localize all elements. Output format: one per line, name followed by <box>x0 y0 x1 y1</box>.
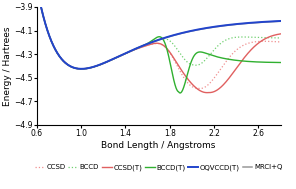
BCCD <box>69 66 73 68</box>
OQVCCD(T) <box>69 66 73 68</box>
MRCI+Q <box>281 20 285 22</box>
BCCD(T) <box>143 44 147 46</box>
CCSD <box>198 87 202 90</box>
MRCI+Q <box>143 44 147 46</box>
CCSD <box>78 68 82 70</box>
BCCD(T) <box>178 92 182 94</box>
MRCI+Q <box>78 68 82 70</box>
OQVCCD(T) <box>281 20 285 22</box>
CCSD(T) <box>143 45 147 47</box>
MRCI+Q <box>69 66 73 68</box>
BCCD(T) <box>281 61 285 64</box>
CCSD <box>119 54 123 57</box>
BCCD <box>78 68 82 70</box>
Line: CCSD(T): CCSD(T) <box>39 0 283 93</box>
CCSD(T) <box>205 91 209 94</box>
CCSD <box>281 41 285 43</box>
OQVCCD(T) <box>78 68 82 70</box>
Line: MRCI+Q: MRCI+Q <box>39 0 283 69</box>
CCSD <box>69 66 73 68</box>
BCCD(T) <box>78 68 82 70</box>
BCCD <box>170 42 174 44</box>
CCSD(T) <box>119 54 123 57</box>
BCCD(T) <box>165 49 169 51</box>
BCCD <box>143 44 147 46</box>
MRCI+Q <box>170 35 174 37</box>
Legend: CCSD, BCCD, CCSD(T), BCCD(T), OQVCCD(T), MRCI+Q: CCSD, BCCD, CCSD(T), BCCD(T), OQVCCD(T),… <box>32 161 285 174</box>
BCCD <box>80 68 83 70</box>
OQVCCD(T) <box>80 68 83 70</box>
BCCD(T) <box>119 54 123 57</box>
OQVCCD(T) <box>120 54 123 56</box>
CCSD(T) <box>78 68 82 70</box>
BCCD <box>281 37 285 39</box>
CCSD(T) <box>281 33 285 35</box>
BCCD(T) <box>170 71 174 74</box>
CCSD <box>143 45 147 47</box>
MRCI+Q <box>80 68 83 70</box>
CCSD <box>170 55 174 57</box>
CCSD(T) <box>170 54 174 57</box>
Line: BCCD(T): BCCD(T) <box>39 0 283 93</box>
CCSD(T) <box>165 48 169 50</box>
BCCD <box>165 38 169 40</box>
CCSD <box>165 48 169 50</box>
MRCI+Q <box>120 54 123 57</box>
MRCI+Q <box>165 36 169 38</box>
X-axis label: Bond Length / Angstroms: Bond Length / Angstroms <box>102 141 216 150</box>
BCCD(T) <box>69 66 73 68</box>
OQVCCD(T) <box>165 36 169 38</box>
OQVCCD(T) <box>170 34 174 37</box>
CCSD(T) <box>69 66 73 68</box>
Line: OQVCCD(T): OQVCCD(T) <box>39 0 283 69</box>
OQVCCD(T) <box>143 44 147 46</box>
Line: BCCD: BCCD <box>39 0 283 69</box>
Line: CCSD: CCSD <box>39 0 283 88</box>
BCCD <box>120 54 123 57</box>
Y-axis label: Energy / Hartrees: Energy / Hartrees <box>4 26 12 106</box>
